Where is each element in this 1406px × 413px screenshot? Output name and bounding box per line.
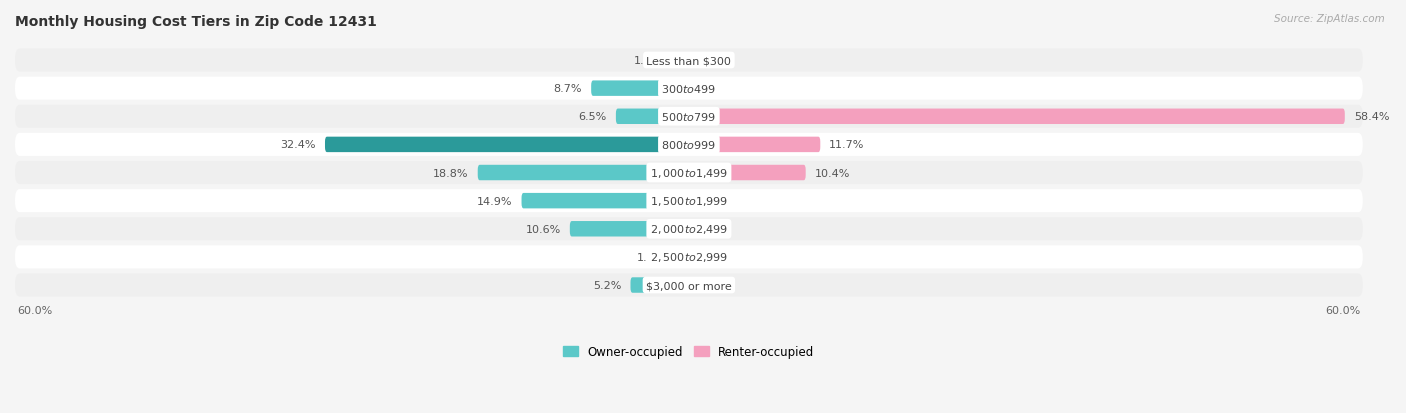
Text: 6.5%: 6.5%	[579, 112, 607, 122]
FancyBboxPatch shape	[630, 278, 689, 293]
Text: $1,000 to $1,499: $1,000 to $1,499	[650, 166, 728, 180]
FancyBboxPatch shape	[689, 165, 806, 181]
Text: $2,500 to $2,999: $2,500 to $2,999	[650, 251, 728, 264]
FancyBboxPatch shape	[15, 218, 1362, 241]
FancyBboxPatch shape	[15, 190, 1362, 213]
Text: $800 to $999: $800 to $999	[661, 139, 716, 151]
Text: Less than $300: Less than $300	[647, 56, 731, 66]
Text: 14.9%: 14.9%	[477, 196, 513, 206]
FancyBboxPatch shape	[15, 77, 1362, 100]
FancyBboxPatch shape	[591, 81, 689, 97]
Text: $3,000 or more: $3,000 or more	[645, 280, 731, 290]
Text: $1,500 to $1,999: $1,500 to $1,999	[650, 195, 728, 208]
FancyBboxPatch shape	[15, 274, 1362, 297]
Text: 8.7%: 8.7%	[554, 84, 582, 94]
Text: Monthly Housing Cost Tiers in Zip Code 12431: Monthly Housing Cost Tiers in Zip Code 1…	[15, 15, 377, 29]
FancyBboxPatch shape	[671, 53, 689, 69]
FancyBboxPatch shape	[15, 133, 1362, 157]
Text: Source: ZipAtlas.com: Source: ZipAtlas.com	[1274, 14, 1385, 24]
FancyBboxPatch shape	[478, 165, 689, 181]
Text: $300 to $499: $300 to $499	[661, 83, 716, 95]
FancyBboxPatch shape	[15, 105, 1362, 128]
FancyBboxPatch shape	[15, 50, 1362, 72]
Text: 18.8%: 18.8%	[433, 168, 468, 178]
Text: 58.4%: 58.4%	[1354, 112, 1389, 122]
FancyBboxPatch shape	[616, 109, 689, 125]
Text: 32.4%: 32.4%	[281, 140, 316, 150]
FancyBboxPatch shape	[569, 221, 689, 237]
FancyBboxPatch shape	[15, 161, 1362, 185]
Text: 10.6%: 10.6%	[526, 224, 561, 234]
FancyBboxPatch shape	[689, 109, 1344, 125]
Text: 60.0%: 60.0%	[1326, 306, 1361, 316]
Text: 60.0%: 60.0%	[17, 306, 52, 316]
Text: 10.4%: 10.4%	[814, 168, 851, 178]
FancyBboxPatch shape	[689, 138, 820, 153]
FancyBboxPatch shape	[522, 193, 689, 209]
Text: 5.2%: 5.2%	[593, 280, 621, 290]
Text: 1.3%: 1.3%	[637, 252, 665, 262]
FancyBboxPatch shape	[15, 246, 1362, 269]
Legend: Owner-occupied, Renter-occupied: Owner-occupied, Renter-occupied	[558, 341, 818, 363]
Text: $2,000 to $2,499: $2,000 to $2,499	[650, 223, 728, 236]
Text: 1.6%: 1.6%	[634, 56, 662, 66]
FancyBboxPatch shape	[675, 249, 689, 265]
Text: $500 to $799: $500 to $799	[661, 111, 716, 123]
FancyBboxPatch shape	[325, 138, 689, 153]
Text: 11.7%: 11.7%	[830, 140, 865, 150]
